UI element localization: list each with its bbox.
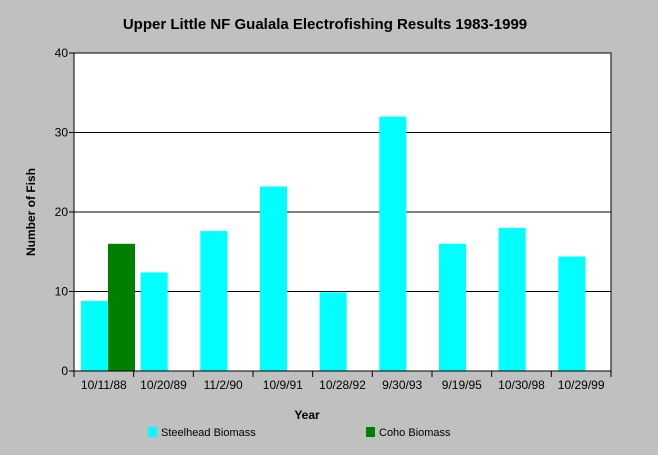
plot-frame	[73, 52, 612, 372]
legend-swatch-1	[366, 427, 375, 437]
y-tick-label: 30	[55, 126, 69, 140]
legend-label-0: Steelhead Biomass	[161, 427, 256, 439]
x-tick-label: 10/9/91	[263, 378, 303, 392]
x-tick-label: 10/29/99	[558, 378, 605, 392]
x-axis-label: Year	[294, 408, 320, 422]
bar-steelhead-1	[140, 272, 168, 371]
y-tick-label: 10	[55, 285, 69, 299]
x-tick-label: 10/30/98	[498, 378, 545, 392]
bar-steelhead-7	[498, 227, 526, 371]
x-tick-label: 10/11/88	[81, 378, 127, 392]
y-axis-label: Number of Fish	[24, 168, 38, 256]
chart-title: Upper Little NF Gualala Electrofishing R…	[123, 16, 527, 33]
y-tick-label: 20	[55, 205, 69, 219]
bar-steelhead-8	[558, 256, 586, 371]
legend-label-1: Coho Biomass	[379, 427, 451, 439]
bar-steelhead-6	[439, 243, 466, 371]
x-tick-label: 10/28/92	[319, 378, 366, 392]
bar-steelhead-5	[379, 116, 407, 371]
axes: 0 10 20 30 40 10/11/88 10/20/89 11/2/90 10/9/91 1…	[55, 46, 612, 392]
x-tick-label: 9/30/93	[382, 378, 422, 392]
y-tick-label: 40	[55, 46, 69, 60]
bar-coho-0	[108, 243, 135, 371]
legend-swatch-0	[148, 427, 157, 437]
x-tick-label: 10/20/89	[140, 378, 187, 392]
bar-steelhead-3	[260, 186, 287, 371]
bar-steelhead-0	[81, 301, 108, 371]
bar-steelhead-2	[200, 231, 228, 371]
legend: Steelhead Biomass Coho Biomass	[148, 427, 451, 439]
bars	[81, 116, 586, 371]
y-tick-label: 0	[61, 364, 68, 378]
x-tick-label: 11/2/90	[204, 378, 243, 392]
bar-steelhead-4	[319, 292, 347, 371]
x-tick-label: 9/19/95	[442, 378, 482, 392]
